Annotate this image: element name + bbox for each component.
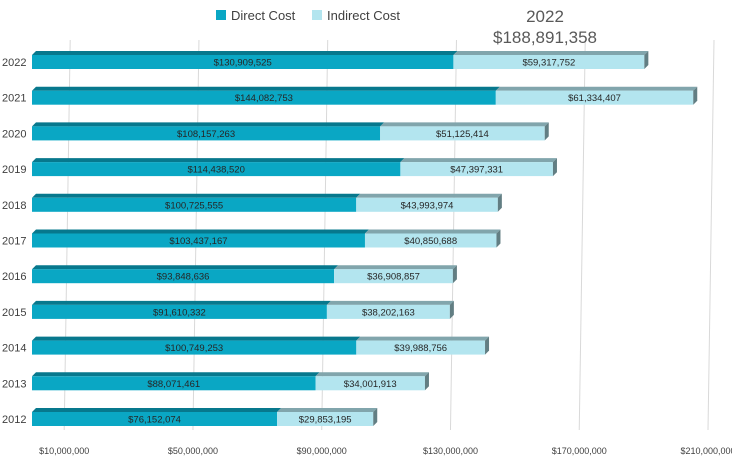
y-category-label: 2018: [2, 200, 26, 212]
x-tick-label: $170,000,000: [552, 446, 607, 456]
data-label-indirect: $38,202,163: [362, 307, 415, 318]
x-tick-label: $130,000,000: [423, 446, 478, 456]
bar-indirect-cost: [400, 158, 557, 177]
bar-indirect-cost: [326, 300, 454, 319]
y-category-label: 2012: [2, 414, 26, 426]
y-category-label: 2020: [2, 128, 26, 140]
data-label-direct: $93,848,636: [157, 272, 210, 283]
y-category-label: 2015: [2, 307, 26, 319]
data-label-direct: $76,152,074: [128, 415, 181, 426]
bar-indirect-cost: [380, 122, 549, 141]
x-tick-label: $210,000,000: [680, 446, 732, 456]
bar-direct-cost: [32, 265, 339, 284]
data-label-direct: $91,610,332: [153, 307, 206, 318]
data-label-indirect: $40,850,688: [404, 236, 457, 247]
bar-indirect-cost: [364, 229, 501, 248]
bar-indirect-cost: [277, 408, 378, 426]
bar-direct-cost: [32, 86, 500, 105]
data-label-direct: $144,082,753: [235, 93, 293, 104]
data-label-direct: $130,909,525: [214, 58, 272, 69]
bar-labels: $130,909,525 $59,317,752 $144,082,753 $61,3…: [128, 58, 621, 426]
y-category-label: 2019: [2, 164, 26, 176]
data-label-indirect: $39,988,756: [394, 343, 447, 354]
data-label-indirect: $43,993,974: [401, 200, 454, 211]
data-label-indirect: $47,397,331: [450, 165, 503, 176]
y-category-label: 2016: [2, 271, 26, 283]
bar-direct-cost: [32, 336, 361, 355]
total-annotation: 2022 $188,891,358: [493, 7, 597, 47]
data-label-indirect: $36,908,857: [367, 272, 420, 283]
data-label-direct: $114,438,520: [187, 165, 244, 176]
legend-label-indirect: Indirect Cost: [327, 8, 400, 23]
axes: $10,000,000 $50,000,000 $90,000,000 $130,00…: [2, 57, 732, 456]
x-tick-label: $90,000,000: [297, 446, 347, 456]
bar-direct-cost: [32, 193, 361, 212]
bars: [32, 51, 698, 426]
bar-direct-cost: [32, 158, 405, 177]
bar-indirect-cost: [315, 372, 429, 391]
x-tick-label: $10,000,000: [39, 446, 89, 456]
bar-indirect-cost: [453, 51, 649, 69]
bar-direct-cost: [32, 300, 331, 319]
y-category-label: 2014: [2, 343, 26, 355]
legend-label-direct: Direct Cost: [231, 8, 296, 23]
bar-direct-cost: [32, 229, 369, 248]
bar-indirect-cost: [356, 336, 490, 355]
annotation-year: 2022: [526, 7, 564, 26]
y-category-label: 2017: [2, 236, 26, 248]
y-category-label: 2021: [2, 93, 26, 105]
legend-swatch-direct: [216, 10, 226, 20]
bar-indirect-cost: [495, 86, 698, 105]
bar-indirect-cost: [334, 265, 457, 284]
data-label-indirect: $59,317,752: [522, 58, 575, 69]
data-label-direct: $103,437,167: [169, 236, 227, 247]
legend-swatch-indirect: [312, 10, 322, 20]
data-label-indirect: $61,334,407: [568, 93, 621, 104]
y-category-label: 2013: [2, 378, 26, 390]
gridline: [707, 39, 715, 431]
y-category-label: 2022: [2, 57, 26, 69]
data-label-indirect: $29,853,195: [299, 415, 352, 426]
legend: Direct Cost Indirect Cost: [216, 8, 400, 23]
gridline: [578, 39, 586, 431]
bar-direct-cost: [32, 408, 282, 426]
bar-direct-cost: [32, 51, 458, 69]
data-label-direct: $100,749,253: [165, 343, 223, 354]
bar-direct-cost: [32, 372, 320, 391]
x-tick-label: $50,000,000: [168, 446, 218, 456]
annotation-total-value: $188,891,358: [493, 28, 597, 47]
data-label-indirect: $34,001,913: [344, 379, 397, 390]
bar-indirect-cost: [356, 193, 502, 212]
data-label-direct: $108,157,263: [177, 129, 235, 140]
bar-direct-cost: [32, 122, 385, 141]
data-label-indirect: $51,125,414: [436, 129, 489, 140]
data-label-direct: $100,725,555: [165, 200, 223, 211]
data-label-direct: $88,071,461: [147, 379, 200, 390]
